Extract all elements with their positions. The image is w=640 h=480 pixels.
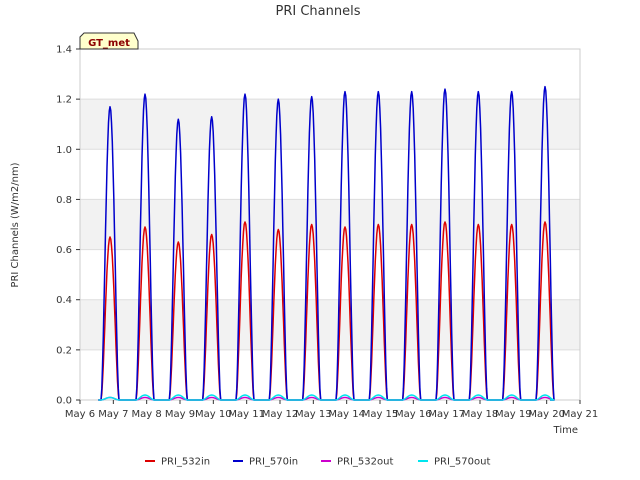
x-tick-label: May 12 <box>262 409 299 420</box>
y-axis-ticks: 0.0 0.2 0.4 0.6 0.8 1.0 1.2 1.4 <box>56 45 80 407</box>
background-band <box>80 99 580 150</box>
x-tick-label: May 21 <box>562 409 599 420</box>
series-line-pri-570out <box>98 394 555 401</box>
x-tick-label: May 8 <box>132 409 162 420</box>
legend-label: PRI_532out <box>337 457 393 468</box>
x-tick-label: May 17 <box>428 409 465 420</box>
x-tick-label: May 15 <box>362 409 399 420</box>
y-tick-label: 1.2 <box>56 95 72 106</box>
x-tick-label: May 19 <box>495 409 532 420</box>
x-tick-label: May 11 <box>228 409 265 420</box>
y-tick-label: 0.4 <box>56 295 72 306</box>
series-lines <box>98 85 555 401</box>
y-tick-label: 0.8 <box>56 195 72 206</box>
y-tick-label: 0.2 <box>56 345 72 356</box>
x-tick-label: May 13 <box>295 409 332 420</box>
legend-label: PRI_532in <box>161 457 210 468</box>
y-tick-label: 0.6 <box>56 245 72 256</box>
legend-label: PRI_570out <box>434 457 490 468</box>
gt-met-badge: GT_met <box>79 32 139 50</box>
x-axis-label: Time <box>553 425 578 436</box>
y-tick-label: 0.0 <box>56 396 72 407</box>
y-tick-label: 1.0 <box>56 145 72 156</box>
badge-shape <box>79 32 139 50</box>
background-bands <box>80 99 580 350</box>
x-tick-label: May 6 <box>65 409 95 420</box>
x-tick-label: May 20 <box>528 409 565 420</box>
y-axis-label: PRI Channels (W/m2/nm) <box>10 162 21 287</box>
background-band <box>80 199 580 250</box>
x-tick-label: May 14 <box>328 409 365 420</box>
x-tick-label: May 18 <box>462 409 499 420</box>
legend-label: PRI_570in <box>249 457 298 468</box>
badge-label: GT_met <box>88 38 130 49</box>
chart-title: PRI Channels <box>276 4 361 19</box>
legend: PRI_532in PRI_570in PRI_532out PRI_570out <box>145 457 490 468</box>
x-tick-label: May 10 <box>195 409 232 420</box>
y-tick-label: 1.4 <box>56 45 72 56</box>
x-tick-label: May 7 <box>98 409 128 420</box>
x-tick-label: May 9 <box>165 409 195 420</box>
background-band <box>80 299 580 350</box>
x-tick-label: May 16 <box>395 409 432 420</box>
